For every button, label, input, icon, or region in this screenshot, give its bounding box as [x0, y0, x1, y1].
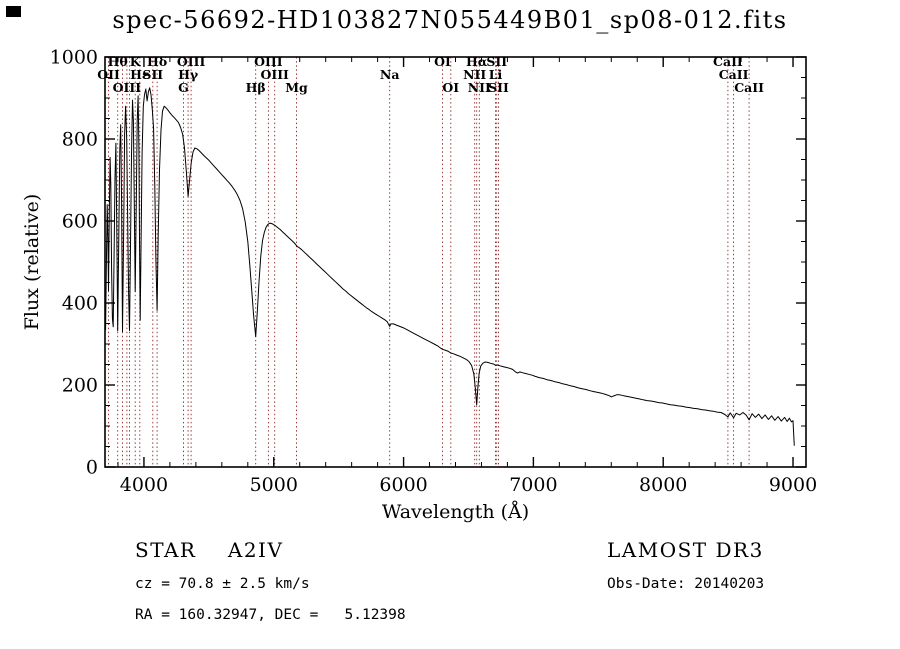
- plot-frame: [104, 56, 807, 468]
- y-tick-label: 800: [62, 129, 98, 151]
- x-tick-label: 9000: [769, 474, 817, 496]
- marker-label: SII: [142, 67, 163, 82]
- survey-release-label: LAMOST DR3: [607, 538, 764, 562]
- marker-label: OIII: [113, 80, 142, 95]
- obs-date-label: Obs-Date: 20140203: [607, 576, 765, 592]
- y-tick-label: 0: [86, 457, 98, 479]
- marker-label: Hγ: [178, 67, 199, 82]
- spectrum-series: [104, 87, 795, 446]
- corner-artifact: [6, 6, 21, 17]
- marker-label: Na: [380, 67, 400, 82]
- y-tick-label: 600: [62, 211, 98, 233]
- y-tick-label: 400: [62, 293, 98, 315]
- marker-label: Mg: [285, 80, 308, 95]
- axes: 4000 5000 6000 7000 8000 9000 0 200 400 600 800 100…: [21, 47, 817, 524]
- x-tick-label: 7000: [509, 474, 557, 496]
- y-tick-label: 200: [62, 375, 98, 397]
- y-tick-label: 1000: [50, 47, 98, 69]
- marker-label: NII: [463, 67, 486, 82]
- marker-label: OIII: [260, 67, 289, 82]
- marker-label: Li: [489, 67, 503, 82]
- x-axis-title: Wavelength (Å): [382, 501, 529, 523]
- marker-label: OI: [442, 80, 459, 95]
- radial-velocity-label: cz = 70.8 ± 2.5 km/s: [135, 576, 310, 592]
- marker-label: NII: [468, 80, 491, 95]
- y-axis-title: Flux (relative): [21, 194, 43, 331]
- marker-label: G: [178, 80, 189, 95]
- coordinates-label: RA = 160.32947, DEC = 5.12398: [135, 607, 406, 623]
- object-class-label: STAR A2IV: [135, 538, 284, 562]
- x-tick-label: 4000: [120, 474, 168, 496]
- marker-label: Hβ: [246, 80, 266, 95]
- marker-label: Hε: [130, 67, 149, 82]
- spectral-line-markers: [108, 57, 750, 467]
- marker-label: CaII: [719, 67, 749, 82]
- plot-title: spec-56692-HD103827N055449B01_sp08-012.f…: [112, 6, 788, 34]
- marker-labels: OIIHθOIIIKHεSIIHδGHγOIIIHβOIIIOIIIMgNaOI…: [97, 54, 764, 95]
- x-tick-label: 6000: [379, 474, 427, 496]
- x-tick-label: 5000: [250, 474, 298, 496]
- x-tick-label: 8000: [639, 474, 687, 496]
- marker-label: SII: [488, 80, 509, 95]
- spectrum-line: [104, 87, 795, 446]
- marker-label: OII: [97, 67, 120, 82]
- marker-label: CaII: [734, 80, 764, 95]
